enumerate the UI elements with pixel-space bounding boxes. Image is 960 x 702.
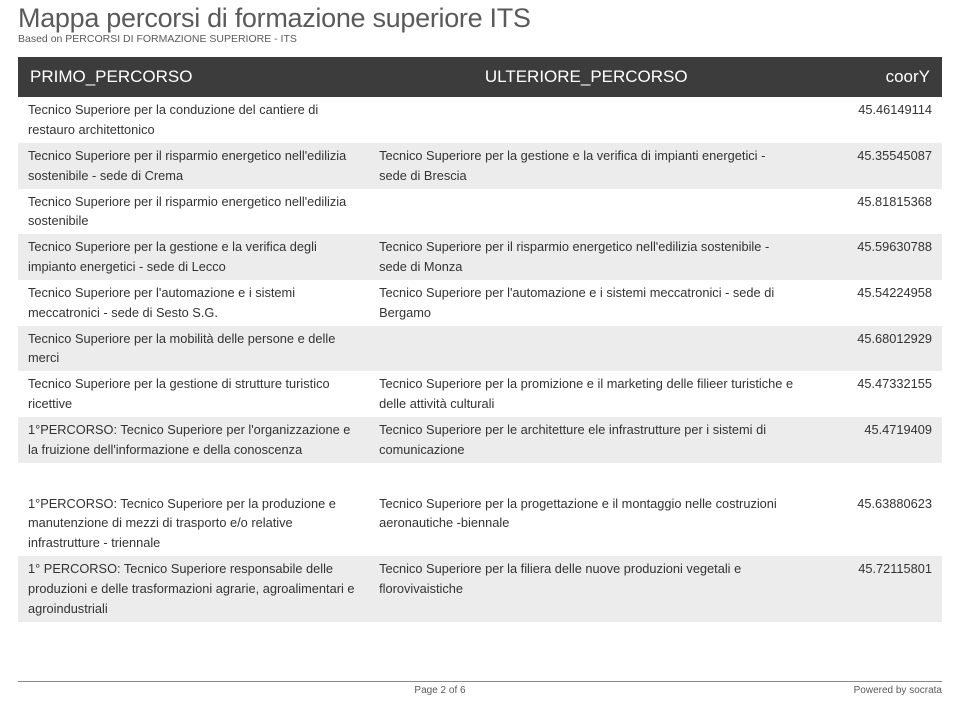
table-row: Tecnico Superiore per la gestione di str… [18, 371, 942, 417]
page-subtitle: Based on PERCORSI DI FORMAZIONE SUPERIOR… [18, 33, 942, 45]
report-page: Mappa percorsi di formazione superiore I… [0, 0, 960, 702]
cell-coory: 45.46149114 [803, 97, 942, 143]
cell-primo: Tecnico Superiore per l'automazione e i … [18, 280, 369, 326]
page-footer: Page 2 of 6 Powered by socrata [18, 681, 942, 696]
table-row: 1° PERCORSO: Tecnico Superiore responsab… [18, 556, 942, 621]
cell-ulteriore: Tecnico Superiore per il risparmio energ… [369, 234, 803, 280]
table-body: Tecnico Superiore per la conduzione del … [18, 97, 942, 621]
cell-primo: Tecnico Superiore per il risparmio energ… [18, 189, 369, 235]
table-row: Tecnico Superiore per il risparmio energ… [18, 143, 942, 189]
cell-primo: Tecnico Superiore per il risparmio energ… [18, 143, 369, 189]
table-header: PRIMO_PERCORSO ULTERIORE_PERCORSO coorY [18, 57, 942, 97]
cell-coory: 45.59630788 [803, 234, 942, 280]
cell-primo: Tecnico Superiore per la conduzione del … [18, 97, 369, 143]
table-row: Tecnico Superiore per la conduzione del … [18, 97, 942, 143]
cell-coory: 45.35545087 [803, 143, 942, 189]
cell-ulteriore: Tecnico Superiore per la progettazione e… [369, 491, 803, 556]
table-row: Tecnico Superiore per l'automazione e i … [18, 280, 942, 326]
data-table: PRIMO_PERCORSO ULTERIORE_PERCORSO coorY … [18, 57, 942, 621]
cell-ulteriore: Tecnico Superiore per la promizione e il… [369, 371, 803, 417]
cell-ulteriore: Tecnico Superiore per la filiera delle n… [369, 556, 803, 621]
cell-primo: Tecnico Superiore per la mobilità delle … [18, 326, 369, 372]
table-row: Tecnico Superiore per la gestione e la v… [18, 234, 942, 280]
cell-ulteriore [369, 189, 803, 235]
cell-ulteriore: Tecnico Superiore per la gestione e la v… [369, 143, 803, 189]
cell-coory: 45.81815368 [803, 189, 942, 235]
cell-primo: Tecnico Superiore per la gestione di str… [18, 371, 369, 417]
table-row: 1°PERCORSO: Tecnico Superiore per l'orga… [18, 417, 942, 463]
col-header-coory: coorY [803, 57, 942, 97]
cell-coory: 45.72115801 [803, 556, 942, 621]
table-row: 1°PERCORSO: Tecnico Superiore per la pro… [18, 491, 942, 556]
cell-coory: 45.54224958 [803, 280, 942, 326]
cell-coory: 45.68012929 [803, 326, 942, 372]
cell-primo: Tecnico Superiore per la gestione e la v… [18, 234, 369, 280]
cell-primo: 1° PERCORSO: Tecnico Superiore responsab… [18, 556, 369, 621]
cell-coory: 45.4719409 [803, 417, 942, 463]
cell-coory: 45.63880623 [803, 491, 942, 556]
footer-page-number: Page 2 of 6 [138, 685, 742, 696]
col-header-ulteriore: ULTERIORE_PERCORSO [369, 57, 803, 97]
cell-ulteriore [369, 326, 803, 372]
cell-ulteriore: Tecnico Superiore per le architetture el… [369, 417, 803, 463]
table-row: Tecnico Superiore per la mobilità delle … [18, 326, 942, 372]
footer-powered-by: Powered by socrata [742, 685, 942, 696]
cell-primo: 1°PERCORSO: Tecnico Superiore per l'orga… [18, 417, 369, 463]
cell-coory: 45.47332155 [803, 371, 942, 417]
cell-ulteriore: Tecnico Superiore per l'automazione e i … [369, 280, 803, 326]
cell-ulteriore [369, 97, 803, 143]
col-header-primo: PRIMO_PERCORSO [18, 57, 369, 97]
cell-primo: 1°PERCORSO: Tecnico Superiore per la pro… [18, 491, 369, 556]
page-title: Mappa percorsi di formazione superiore I… [18, 4, 942, 32]
table-row: Tecnico Superiore per il risparmio energ… [18, 189, 942, 235]
